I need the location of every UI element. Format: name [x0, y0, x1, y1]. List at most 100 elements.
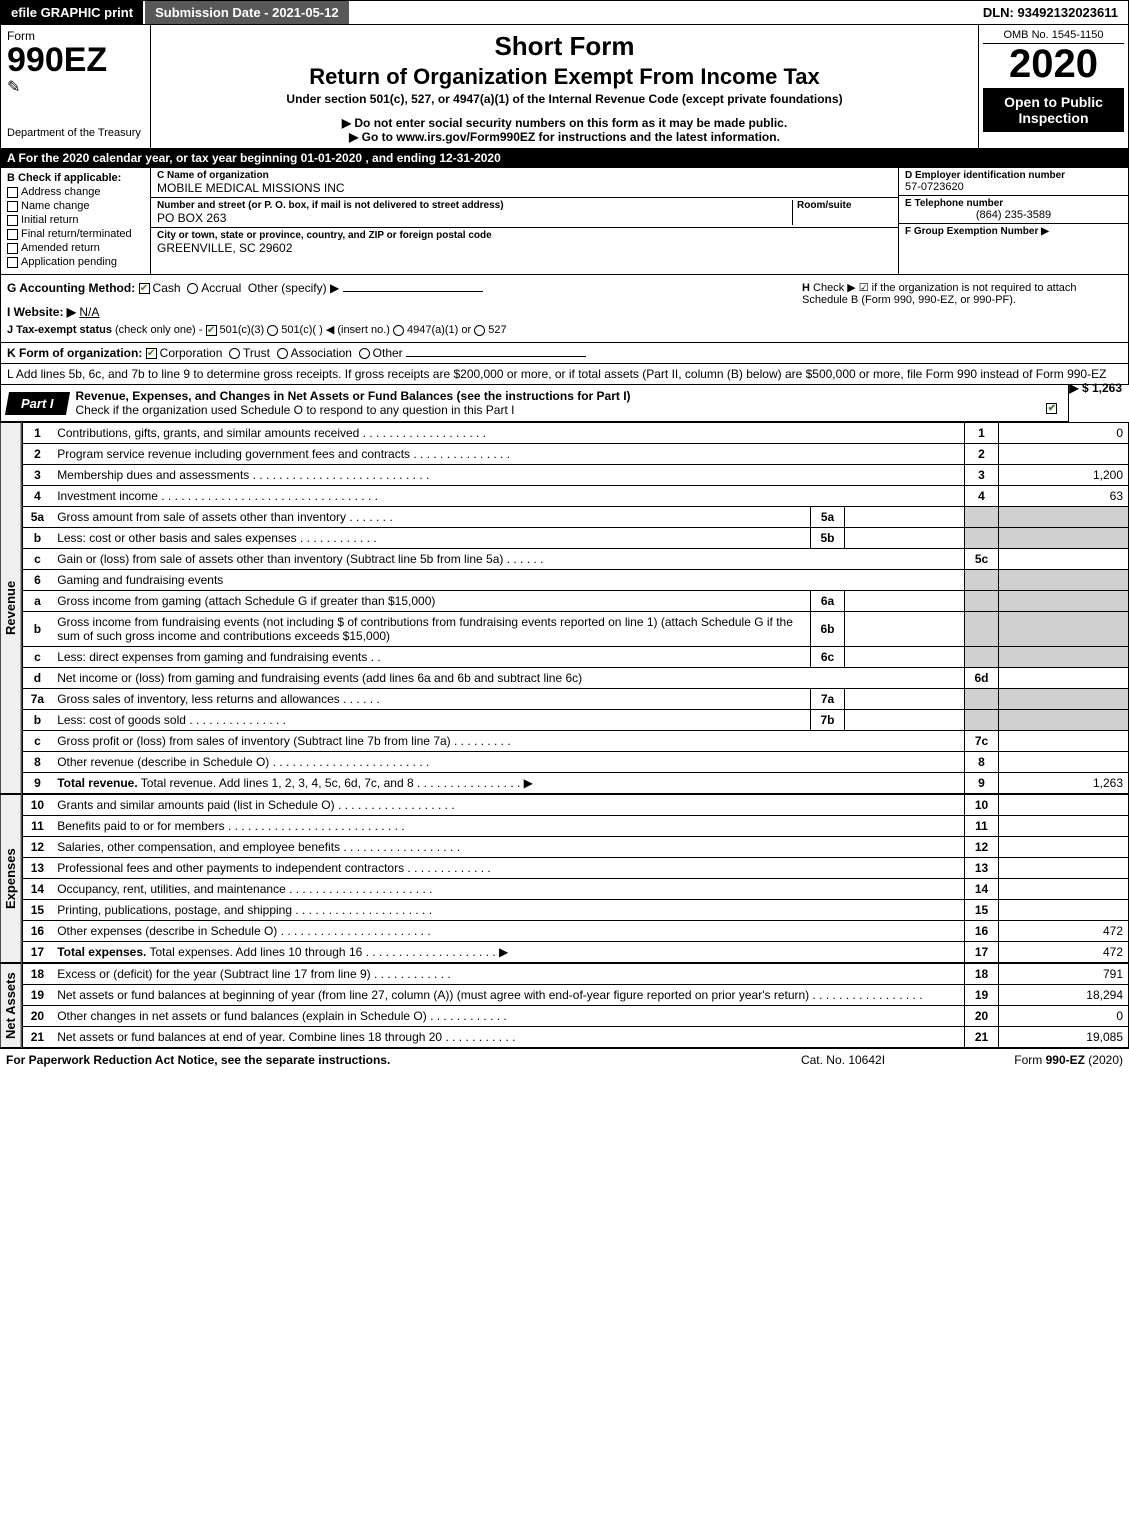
line-6d: dNet income or (loss) from gaming and fu… [22, 668, 1128, 689]
part1-header: Part I Revenue, Expenses, and Changes in… [0, 385, 1069, 422]
gh-block: G Accounting Method: Cash Accrual Other … [0, 275, 1129, 343]
form-number: 990EZ [7, 43, 144, 77]
chk-amended-return[interactable]: Amended return [7, 242, 144, 254]
line-7a: 7aGross sales of inventory, less returns… [22, 689, 1128, 710]
room-suite-label: Room/suite [797, 200, 892, 211]
revenue-table: 1Contributions, gifts, grants, and simil… [22, 422, 1129, 794]
line-18: 18Excess or (deficit) for the year (Subt… [22, 964, 1128, 985]
chk-trust[interactable] [229, 348, 240, 359]
line-8: 8Other revenue (describe in Schedule O) … [22, 752, 1128, 773]
section-b: B Check if applicable: Address change Na… [1, 168, 151, 274]
f-group-label: F Group Exemption Number ▶ [905, 226, 1122, 237]
line-6a: aGross income from gaming (attach Schedu… [22, 591, 1128, 612]
line-21: 21Net assets or fund balances at end of … [22, 1027, 1128, 1048]
footer-paperwork: For Paperwork Reduction Act Notice, see … [6, 1053, 743, 1067]
efile-label: efile GRAPHIC print [1, 1, 143, 24]
expenses-tab: Expenses [0, 794, 22, 963]
d-ein-label: D Employer identification number [905, 170, 1122, 181]
line-h: H Check ▶ ☑ if the organization is not r… [802, 281, 1122, 336]
c-street-label: Number and street (or P. O. box, if mail… [157, 200, 792, 211]
part1-tab: Part I [5, 392, 70, 415]
line-7c: cGross profit or (loss) from sales of in… [22, 731, 1128, 752]
line-i: I Website: ▶ N/A [7, 305, 802, 319]
dln-label: DLN: 93492132023611 [973, 1, 1128, 24]
c-city-label: City or town, state or province, country… [157, 230, 892, 241]
line-4: 4Investment income . . . . . . . . . . .… [22, 486, 1128, 507]
line-l: L Add lines 5b, 6c, and 7b to line 9 to … [0, 364, 1129, 385]
line-16: 16Other expenses (describe in Schedule O… [22, 921, 1128, 942]
chk-application-pending[interactable]: Application pending [7, 256, 144, 268]
submission-date: Submission Date - 2021-05-12 [143, 1, 349, 24]
department-label: Department of the Treasury [7, 127, 144, 139]
org-street: PO BOX 263 [157, 211, 792, 225]
title-short-form: Short Form [159, 31, 970, 62]
subtitle: Under section 501(c), 527, or 4947(a)(1)… [159, 92, 970, 106]
chk-association[interactable] [277, 348, 288, 359]
entity-block: B Check if applicable: Address change Na… [0, 168, 1129, 275]
line-5b: bLess: cost or other basis and sales exp… [22, 528, 1128, 549]
line-19: 19Net assets or fund balances at beginni… [22, 985, 1128, 1006]
chk-address-change[interactable]: Address change [7, 186, 144, 198]
line-14: 14Occupancy, rent, utilities, and mainte… [22, 879, 1128, 900]
line-7b: bLess: cost of goods sold . . . . . . . … [22, 710, 1128, 731]
chk-4947[interactable] [393, 325, 404, 336]
line-5c: cGain or (loss) from sale of assets othe… [22, 549, 1128, 570]
header-center: Short Form Return of Organization Exempt… [151, 25, 978, 148]
line-9: 9Total revenue. Total revenue. Add lines… [22, 773, 1128, 794]
line-11: 11Benefits paid to or for members . . . … [22, 816, 1128, 837]
line-l-amount: ▶ $ 1,263 [1069, 381, 1122, 395]
footer-catno: Cat. No. 10642I [743, 1053, 943, 1067]
footer-formid: Form 990-EZ (2020) [943, 1053, 1123, 1067]
line-3: 3Membership dues and assessments . . . .… [22, 465, 1128, 486]
chk-corporation[interactable] [146, 348, 157, 359]
line-5a: 5aGross amount from sale of assets other… [22, 507, 1128, 528]
phone-value: (864) 235-3589 [905, 209, 1122, 221]
org-name: MOBILE MEDICAL MISSIONS INC [157, 181, 892, 195]
line-15: 15Printing, publications, postage, and s… [22, 900, 1128, 921]
chk-schedule-o[interactable] [1046, 403, 1057, 414]
goto-link[interactable]: ▶ Go to www.irs.gov/Form990EZ for instru… [159, 130, 970, 144]
tax-year: 2020 [983, 44, 1124, 84]
netassets-tab: Net Assets [0, 963, 22, 1048]
line-13: 13Professional fees and other payments t… [22, 858, 1128, 879]
chk-initial-return[interactable]: Initial return [7, 214, 144, 226]
line-k: K Form of organization: Corporation Trus… [0, 343, 1129, 364]
line-6c: cLess: direct expenses from gaming and f… [22, 647, 1128, 668]
line-6b: bGross income from fundraising events (n… [22, 612, 1128, 647]
chk-accrual[interactable] [187, 283, 198, 294]
line-a: A For the 2020 calendar year, or tax yea… [0, 149, 1129, 168]
section-def: D Employer identification number 57-0723… [898, 168, 1128, 274]
line-10: 10Grants and similar amounts paid (list … [22, 795, 1128, 816]
chk-name-change[interactable]: Name change [7, 200, 144, 212]
header-left: Form 990EZ ✎ Department of the Treasury [1, 25, 151, 148]
b-heading: B Check if applicable: [7, 172, 144, 184]
header-right: OMB No. 1545-1150 2020 Open to Public In… [978, 25, 1128, 148]
netassets-section: Net Assets 18Excess or (deficit) for the… [0, 963, 1129, 1048]
form-header: Form 990EZ ✎ Department of the Treasury … [0, 25, 1129, 149]
c-name-label: C Name of organization [157, 170, 892, 181]
line-6: 6Gaming and fundraising events [22, 570, 1128, 591]
expenses-section: Expenses 10Grants and similar amounts pa… [0, 794, 1129, 963]
chk-other-org[interactable] [359, 348, 370, 359]
ein-value: 57-0723620 [905, 181, 1122, 193]
e-phone-label: E Telephone number [905, 198, 1122, 209]
open-public-badge: Open to Public Inspection [983, 88, 1124, 132]
line-j: J Tax-exempt status (check only one) - 5… [7, 323, 802, 336]
chk-final-return[interactable]: Final return/terminated [7, 228, 144, 240]
title-return: Return of Organization Exempt From Incom… [159, 64, 970, 90]
line-17: 17Total expenses. Total expenses. Add li… [22, 942, 1128, 963]
warning-text: ▶ Do not enter social security numbers o… [159, 116, 970, 130]
revenue-section: Revenue 1Contributions, gifts, grants, a… [0, 422, 1129, 794]
chk-501c[interactable] [267, 325, 278, 336]
line-1: 1Contributions, gifts, grants, and simil… [22, 423, 1128, 444]
page-footer: For Paperwork Reduction Act Notice, see … [0, 1048, 1129, 1071]
chk-527[interactable] [474, 325, 485, 336]
line-12: 12Salaries, other compensation, and empl… [22, 837, 1128, 858]
chk-501c3[interactable] [206, 325, 217, 336]
expenses-table: 10Grants and similar amounts paid (list … [22, 794, 1129, 963]
chk-cash[interactable] [139, 283, 150, 294]
section-c: C Name of organization MOBILE MEDICAL MI… [151, 168, 898, 274]
line-g: G Accounting Method: Cash Accrual Other … [7, 281, 802, 295]
netassets-table: 18Excess or (deficit) for the year (Subt… [22, 963, 1129, 1048]
line-20: 20Other changes in net assets or fund ba… [22, 1006, 1128, 1027]
